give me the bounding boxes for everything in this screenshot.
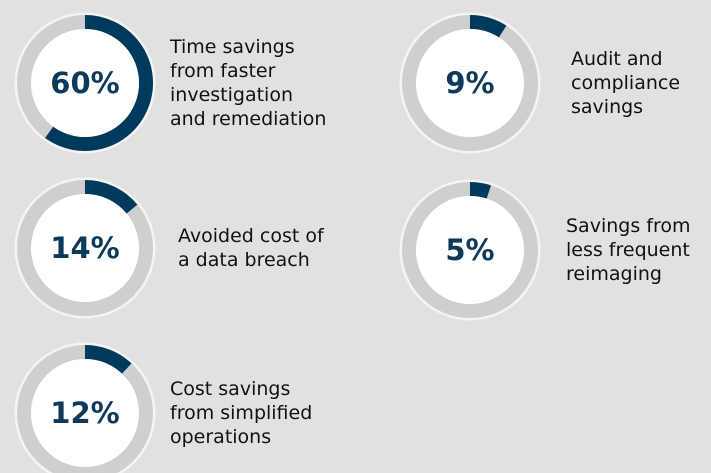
gauge-arc <box>84 180 138 214</box>
gauge-value-label: 14% <box>50 231 119 265</box>
outer-ring <box>399 179 541 321</box>
outer-ring <box>399 12 541 154</box>
outer-ring <box>14 12 156 154</box>
gauge-value-label: 60% <box>50 66 119 100</box>
gauge-label: Savings from less frequent reimaging <box>566 215 691 285</box>
gauge-label: Avoided cost of a data breach <box>178 225 324 271</box>
outer-ring <box>14 342 156 473</box>
gauge-center <box>31 194 139 302</box>
gauge-value-label: 9% <box>445 66 494 100</box>
gauge-arc <box>469 15 507 38</box>
gauge-arc <box>84 345 132 374</box>
outer-ring <box>14 177 156 319</box>
gauge-label: Audit and compliance savings <box>571 48 681 118</box>
gauge-value-label: 5% <box>445 233 494 267</box>
gauge-arc <box>45 15 153 151</box>
gauge-center <box>416 196 524 304</box>
gauge-label: Cost savings from simplified operations <box>170 378 313 448</box>
gauge-arc <box>469 182 492 199</box>
gauge-center <box>31 29 139 137</box>
gauge-label: Time savings from faster investigation a… <box>170 36 327 130</box>
gauge-center <box>416 29 524 137</box>
gauge-center <box>31 359 139 467</box>
gauge-value-label: 12% <box>50 396 119 430</box>
